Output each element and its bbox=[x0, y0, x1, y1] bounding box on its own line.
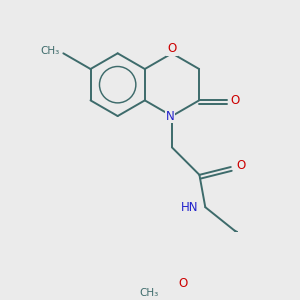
Text: O: O bbox=[179, 277, 188, 290]
Text: O: O bbox=[231, 94, 240, 107]
Text: CH₃: CH₃ bbox=[139, 288, 158, 298]
Text: CH₃: CH₃ bbox=[40, 46, 59, 56]
Text: N: N bbox=[166, 110, 174, 122]
Text: HN: HN bbox=[181, 201, 198, 214]
Text: O: O bbox=[236, 158, 245, 172]
Text: O: O bbox=[167, 42, 177, 55]
